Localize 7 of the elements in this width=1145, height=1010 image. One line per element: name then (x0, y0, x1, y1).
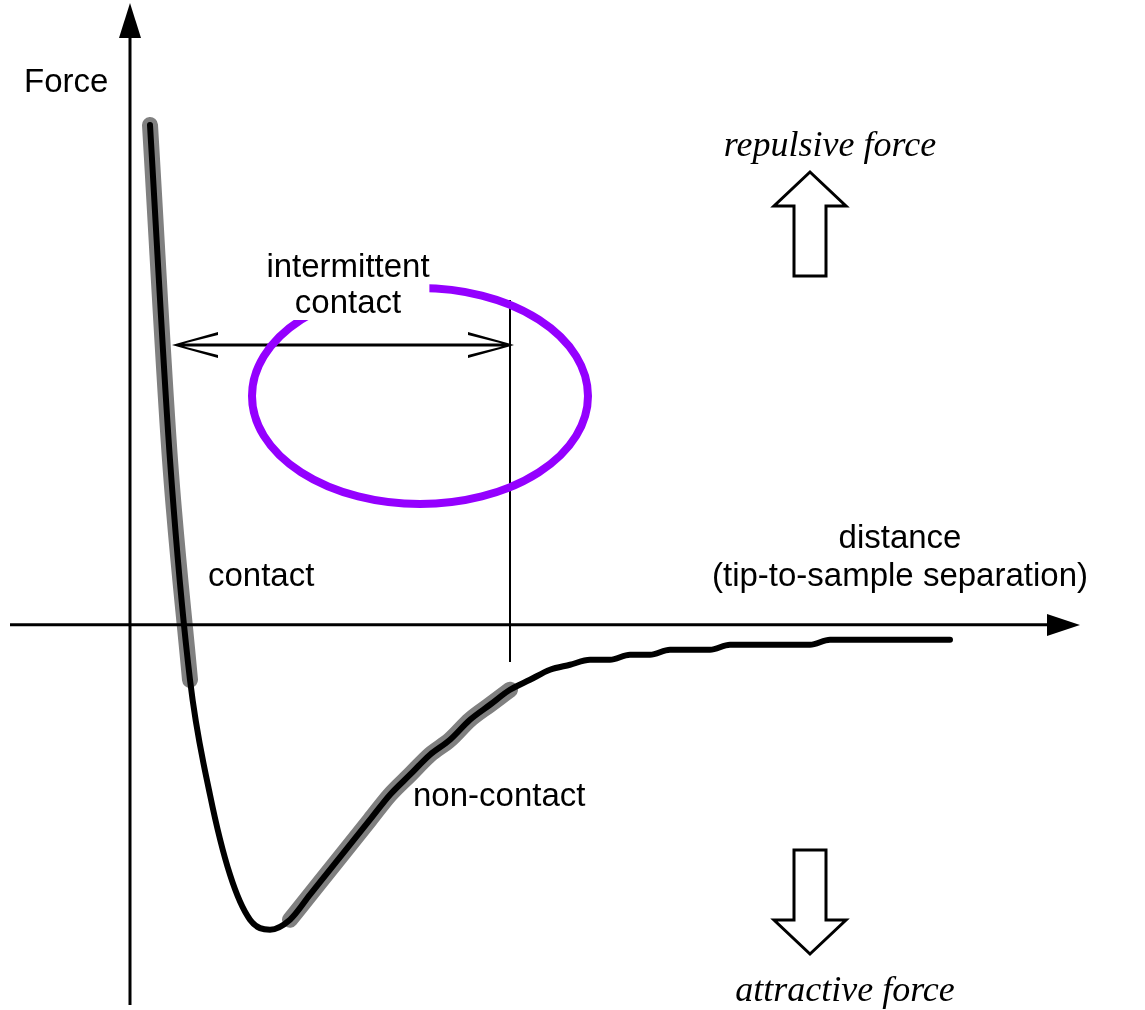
series-label: contact (208, 556, 315, 594)
annotation: repulsive force (723, 124, 937, 164)
x-axis-title: distance (tip-to-sample separation) (712, 518, 1088, 594)
series-label: non-contact (413, 776, 586, 814)
text: attractive force (735, 969, 955, 1009)
y-axis-title: Force (24, 62, 109, 100)
annotation: intermittent contact (266, 247, 430, 320)
